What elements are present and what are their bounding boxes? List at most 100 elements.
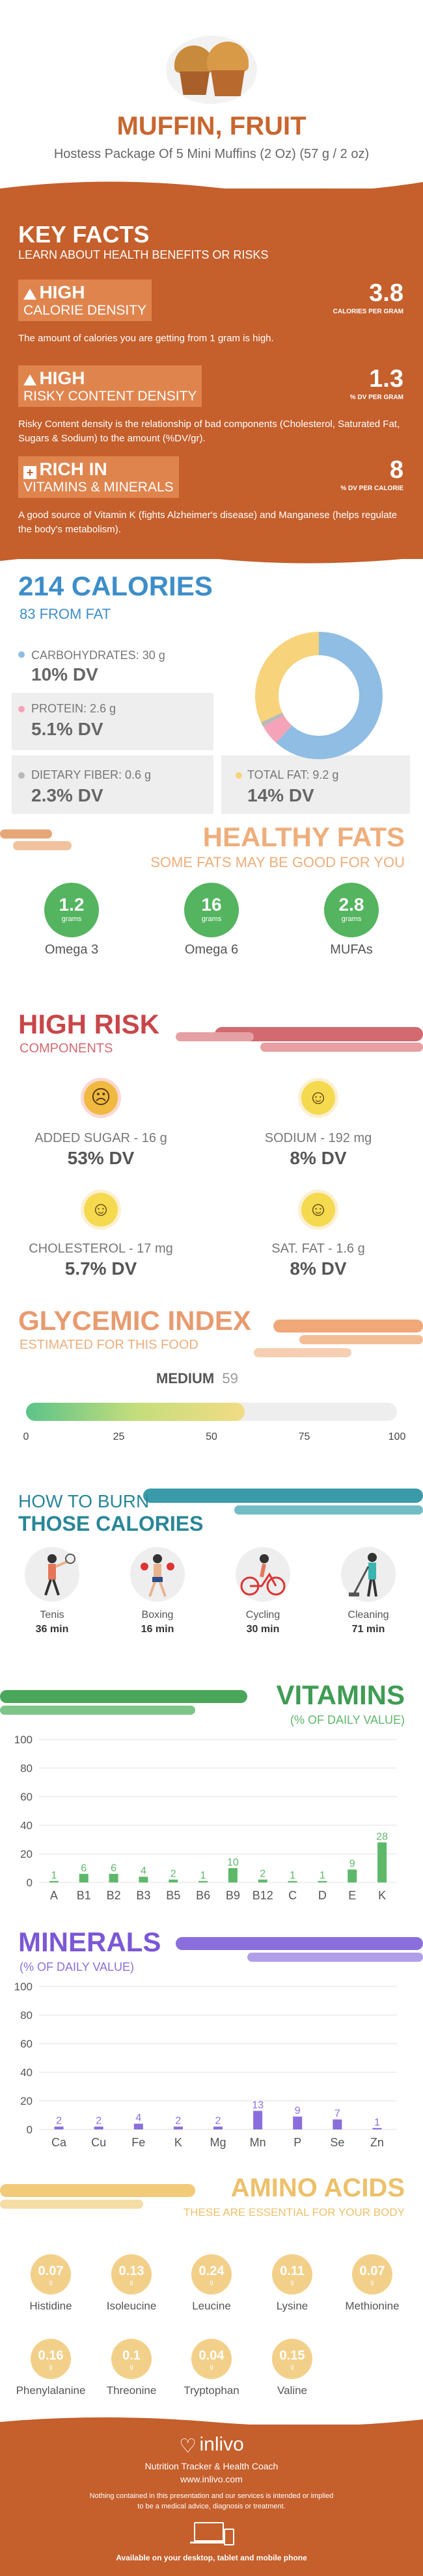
histidine-value: 0.07 (38, 2264, 64, 2278)
deco-bar (176, 1032, 254, 1041)
mineral-bar-mg (213, 2126, 223, 2129)
protein-label: PROTEIN: 2.6 g (31, 702, 116, 715)
burn-title-line1: HOW TO BURN (18, 1491, 150, 1511)
cleaning-label: Cleaning (348, 1609, 389, 1620)
threonine-label: Threonine (106, 2384, 157, 2397)
smile-face-icon: ☺ (84, 1193, 118, 1227)
tennis-label: Tenis (40, 1609, 64, 1620)
footer-available: Available on your desktop, tablet and mo… (116, 2553, 307, 2562)
sat-fat-label: SAT. FAT - 1.6 g (271, 1242, 365, 1256)
mineral-x-tick-label: Ca (51, 2136, 67, 2149)
lysine-unit: g (290, 2279, 294, 2285)
glycemic-tick-label: 0 (23, 1431, 29, 1442)
vitamin-data-label: 1 (200, 1870, 206, 1881)
vitamin-x-tick-label: B9 (226, 1889, 240, 1902)
footer-brand-row: ♡ inlivo (0, 2434, 423, 2458)
protein-dot (18, 706, 25, 712)
glycemic-tick-label: 50 (206, 1431, 217, 1442)
deco-bar (0, 2200, 143, 2209)
vitamin-bar-c (288, 1880, 297, 1882)
fact-unit: CALORIES PER GRAM (333, 308, 403, 315)
vitamin-x-tick-label: B6 (196, 1889, 210, 1902)
calories-section: 214 CALORIES 83 FROM FAT CARBOHYDRATES: … (0, 566, 423, 826)
sodium-dv: 8% DV (290, 1148, 347, 1168)
tryptophan-label: Tryptophan (184, 2384, 239, 2397)
mineral-x-tick-label: P (293, 2136, 301, 2149)
mineral-bar-cu (94, 2126, 103, 2129)
vitamin-y-tick-label: 40 (20, 1819, 33, 1832)
vitamin-x-tick-label: A (50, 1889, 58, 1902)
phenylalanine-label: Phenylalanine (16, 2384, 86, 2397)
fact-level: HIGH (39, 282, 85, 302)
key-facts-wave (0, 181, 423, 202)
glycemic-subtitle: ESTIMATED FOR THIS FOOD (20, 1338, 198, 1352)
vitamin-y-tick-label: 20 (20, 1848, 33, 1860)
fact-description: A good source of Vitamin K (fights Alzhe… (18, 510, 398, 535)
warning-icon (23, 289, 36, 300)
deco-bar (0, 2184, 195, 2197)
vitamin-bar-b1 (79, 1873, 89, 1882)
lysine-value: 0.11 (280, 2264, 305, 2278)
fact-vitamins-minerals: + RICH IN VITAMINS & MINERALS 8 % DV PER… (0, 456, 423, 541)
lysine-badge: 0.11 g (272, 2254, 312, 2295)
tryptophan-value: 0.04 (198, 2348, 225, 2363)
deco-bar (215, 1027, 423, 1041)
high-risk-section: HIGH RISK COMPONENTS ☹ ADDED SUGAR - 16 … (0, 1001, 423, 1287)
vitamin-data-label: 4 (141, 1866, 146, 1877)
deco-bar (247, 1953, 423, 1962)
page-title: MUFFIN, FRUIT (116, 112, 307, 140)
deco-bar (234, 1505, 423, 1515)
vitamins-section: VITAMINS (% OF DAILY VALUE) 100 80 60 40 20 0… (0, 1677, 423, 1911)
fact-value: 8 (389, 456, 403, 484)
page-subtitle: Hostess Package Of 5 Mini Muffins (2 Oz)… (53, 147, 370, 161)
mineral-data-label: 2 (215, 2116, 221, 2127)
footer-brand: inlivo (199, 2434, 244, 2455)
smile-face-icon: ☺ (301, 1081, 335, 1115)
footer-url[interactable]: www.inlivo.com (180, 2474, 243, 2484)
muffin-top-right (207, 42, 249, 72)
minerals-subtitle: (% OF DAILY VALUE) (20, 1960, 135, 1973)
mineral-data-label: 2 (175, 2116, 181, 2127)
lysine-label: Lysine (276, 2300, 308, 2312)
phenylalanine-value: 0.16 (38, 2348, 64, 2363)
fact-description: Risky Content density is the relationshi… (18, 419, 400, 444)
calories-title: 214 CALORIES (18, 571, 213, 601)
mineral-y-tick-label: 20 (20, 2095, 33, 2107)
valine-badge: 0.15 g (272, 2339, 312, 2379)
added-sugar-label: ADDED SUGAR - 16 g (34, 1131, 167, 1145)
mineral-y-tick-label: 60 (20, 2038, 33, 2050)
vitamin-x-tick-label: C (288, 1889, 297, 1902)
omega6-badge: 16 grams (184, 883, 239, 937)
mufa-badge: 2.8 grams (324, 883, 379, 937)
high-risk-title: HIGH RISK (18, 1009, 160, 1039)
deco-bar (0, 1706, 195, 1715)
mufa-unit: grams (341, 915, 362, 923)
glycemic-tick-label: 75 (298, 1431, 310, 1442)
vitamin-data-label: 1 (290, 1870, 295, 1881)
omega3-badge: 1.2 grams (44, 883, 99, 937)
cyclist-figure (240, 1554, 286, 1596)
vitamin-bar-b6 (198, 1880, 208, 1882)
fact-value: 3.8 (369, 280, 403, 307)
threonine-value: 0.1 (122, 2348, 141, 2363)
fact-label-box: + RICH IN VITAMINS & MINERALS (18, 456, 179, 498)
histidine-label: Histidine (29, 2300, 72, 2312)
vitamin-x-tick-label: D (318, 1889, 327, 1902)
vitamin-bar-b3 (139, 1877, 148, 1882)
leucine-label: Leucine (192, 2300, 231, 2312)
methionine-value: 0.07 (359, 2264, 385, 2278)
glycemic-value: 59 (222, 1370, 238, 1386)
high-risk-subtitle: COMPONENTS (20, 1041, 113, 1056)
leucine-value: 0.24 (198, 2264, 225, 2278)
vitamin-data-label: 2 (171, 1869, 176, 1880)
deco-bar (176, 1937, 423, 1950)
footer-tagline: Nutrition Tracker & Health Coach (144, 2461, 279, 2471)
fact-label-box: HIGH CALORIE DENSITY (18, 280, 152, 321)
laptop-base (190, 2542, 226, 2543)
mineral-x-tick-label: Se (330, 2136, 344, 2149)
vitamin-x-tick-label: E (348, 1889, 356, 1902)
glycemic-ticks: 0 25 50 75 100 (0, 1431, 423, 1444)
fact-name: CALORIE DENSITY (23, 303, 147, 318)
mineral-data-label: 1 (374, 2117, 380, 2128)
cholesterol-label: CHOLESTEROL - 17 mg (29, 1242, 173, 1256)
